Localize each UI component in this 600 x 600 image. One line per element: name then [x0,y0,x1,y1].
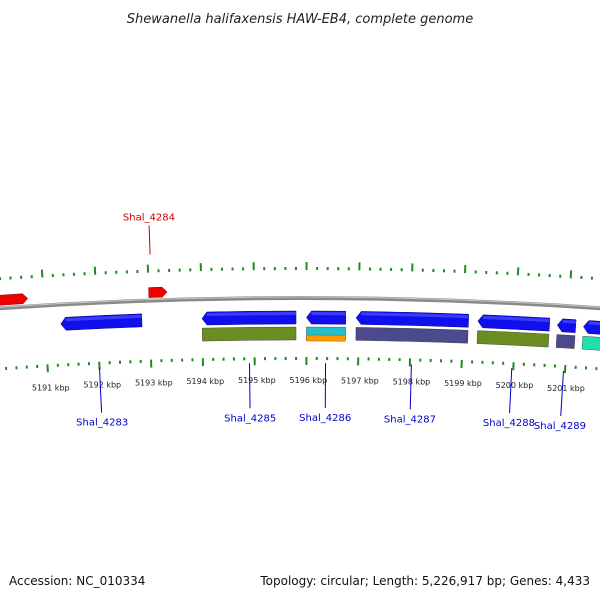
forward-gene-arrow [0,293,29,306]
reverse-gene-sheen [65,314,142,322]
gene-label: Shal_4285 [224,413,276,424]
gene-leader-line [249,363,251,409]
genome-backbone [0,296,600,311]
scale-label: 5194 kbp [186,377,224,386]
cds-track [201,326,600,351]
gene-leader-line [560,370,564,416]
cds-block [555,334,576,349]
gene-leader-line [509,368,513,414]
scale-label: 5193 kbp [135,379,173,388]
accession-text: Accession: NC_010334 [9,574,146,588]
backbone-arc [0,296,600,311]
scale-label: 5192 kbp [83,381,121,390]
gene-label: Shal_4286 [299,413,351,424]
cds-block [476,330,550,348]
gene-label: Shal_4288 [483,418,535,429]
reverse-gene-sheen [311,312,346,316]
scale-label: 5197 kbp [341,376,379,385]
backbone-highlight [0,296,600,308]
genome-summary-text: Topology: circular; Length: 5,226,917 bp… [260,574,590,588]
reverse-gene-sheen [588,321,600,326]
gene-label: Shal_4287 [384,414,436,425]
scale-label: 5196 kbp [290,376,328,385]
reverse-gene-sheen [482,315,550,323]
reverse-strand-genes [60,310,600,335]
map-title: Shewanella halifaxensis HAW-EB4, complet… [127,12,473,27]
gene-leader-line [99,367,103,413]
scale-label: 5191 kbp [32,383,70,392]
gene-leader-line [409,364,412,410]
cds-block [201,326,297,342]
scale-label: 5200 kbp [496,381,534,390]
reverse-gene-sheen [562,319,576,324]
cds-block [355,327,469,344]
scale-labels: 5191 kbp 5192 kbp 5193 kbp 5194 kbp 5195 kbp… [32,376,585,393]
reverse-gene-sheen [361,312,469,319]
scale-label: 5199 kbp [444,379,482,388]
scale-label: 5195 kbp [238,376,276,385]
cds-extra-block [306,334,346,342]
gene-leader-line [148,225,151,255]
gene-label: Shal_4284 [123,213,175,224]
gene-label: Shal_4289 [534,421,586,432]
forward-gene-arrow [148,286,168,298]
gene-label: Shal_4283 [76,418,128,429]
gene-labels: Shal_4284 Shal_4283 Shal_4285 Shal_4286 Shal… [76,213,586,432]
scale-label: 5201 kbp [547,384,585,393]
inner-tick-track [4,357,598,374]
outer-tick-track [0,262,594,281]
reverse-gene-sheen [206,312,297,316]
forward-strand-genes [0,286,168,306]
cds-block [581,335,600,351]
